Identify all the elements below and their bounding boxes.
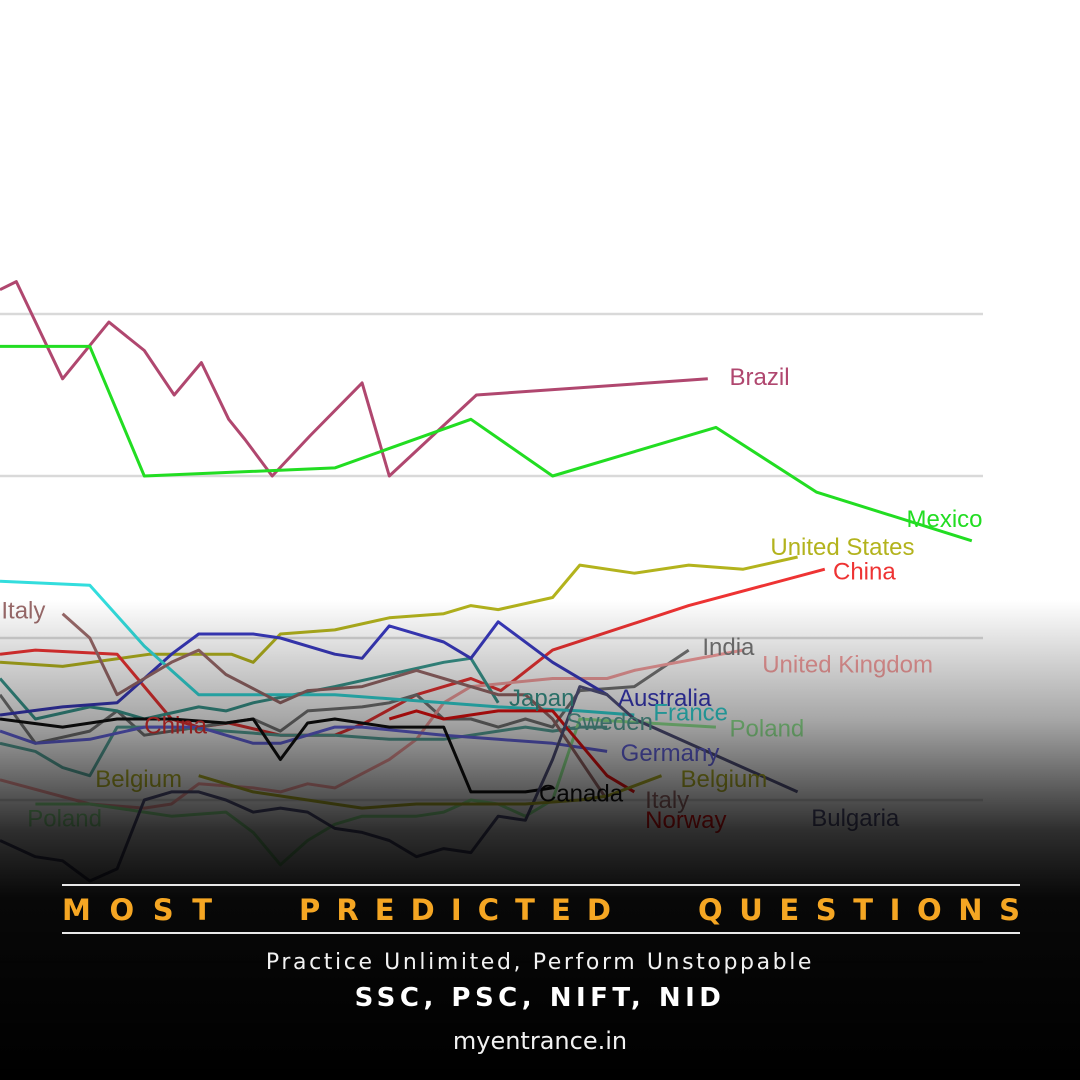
series-label-china: China bbox=[144, 712, 207, 739]
series-label-canada: Canada bbox=[539, 780, 624, 807]
series-label-india: India bbox=[702, 634, 755, 661]
series-label-norway: Norway bbox=[645, 807, 726, 834]
series-line-sweden bbox=[0, 725, 608, 778]
series-label-belgium: Belgium bbox=[95, 766, 182, 793]
series-label-mexico: Mexico bbox=[907, 506, 983, 533]
series-label-united-kingdom: United Kingdom bbox=[762, 652, 933, 679]
series-label-poland: Poland bbox=[27, 806, 102, 833]
series-label-united-states: United States bbox=[770, 534, 914, 561]
series-label-italy: Italy bbox=[1, 597, 45, 624]
series-label-brazil: Brazil bbox=[730, 364, 790, 391]
series-label-france: France bbox=[653, 699, 728, 726]
series-label-poland: Poland bbox=[730, 716, 805, 743]
series-label-germany: Germany bbox=[621, 740, 720, 767]
series-label-japan: Japan bbox=[509, 685, 574, 712]
series-line-japan bbox=[0, 656, 500, 721]
series-label-sweden: Sweden bbox=[566, 709, 653, 736]
series-label-bulgaria: Bulgaria bbox=[811, 805, 900, 832]
series-line-united-states bbox=[0, 555, 798, 668]
series-label-china: China bbox=[833, 559, 896, 586]
series-line-brazil bbox=[0, 280, 708, 478]
series-label-belgium: Belgium bbox=[681, 766, 768, 793]
chart-grid bbox=[0, 312, 983, 964]
series-line-mexico bbox=[0, 344, 973, 543]
